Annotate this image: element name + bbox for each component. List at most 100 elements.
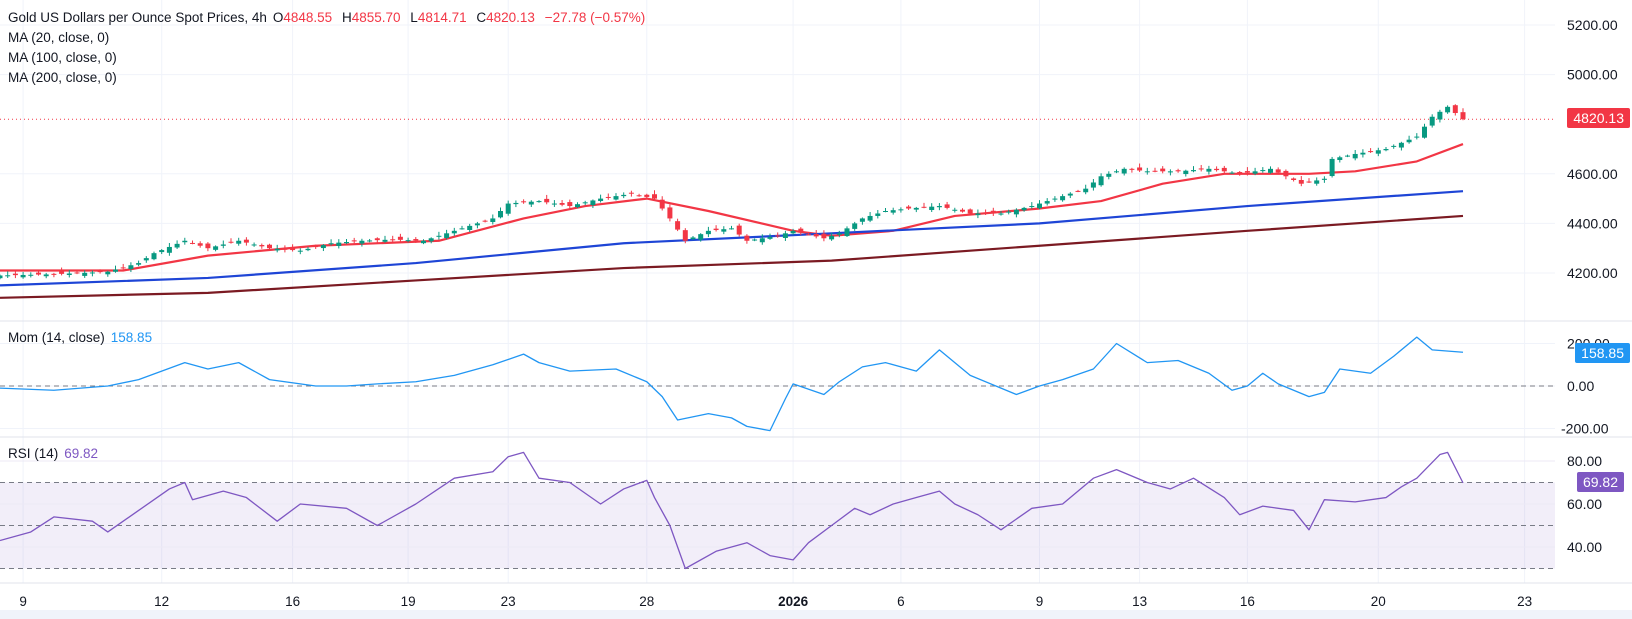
- indicator-ma100-label[interactable]: MA (100, close, 0): [8, 50, 117, 65]
- candle-body: [1445, 106, 1451, 113]
- candle-body: [806, 234, 811, 236]
- candle-body: [1037, 203, 1042, 209]
- candle-body: [1013, 209, 1019, 215]
- candle-body: [859, 218, 865, 222]
- candle-body: [582, 202, 588, 204]
- candle-body: [1167, 171, 1173, 173]
- candle-body: [1291, 178, 1297, 180]
- candle-body: [436, 235, 442, 237]
- candle-body: [744, 235, 750, 241]
- low-label: L: [410, 10, 418, 25]
- candle-body: [151, 253, 157, 260]
- candle-body: [621, 194, 627, 197]
- candle-body: [736, 225, 742, 235]
- candle-body: [1406, 139, 1412, 143]
- candle-body: [43, 274, 49, 277]
- candle-body: [1090, 182, 1096, 188]
- candle-body: [1152, 170, 1158, 172]
- open-label: O: [272, 10, 284, 25]
- candle-body: [428, 238, 434, 242]
- candle-body: [1075, 190, 1081, 192]
- candle-body: [128, 265, 134, 270]
- indicator-ma200-label[interactable]: MA (200, close, 0): [8, 70, 117, 85]
- candle-body: [305, 248, 311, 251]
- candle-body: [690, 237, 696, 240]
- candle-body: [836, 233, 842, 235]
- candle-body: [1398, 142, 1404, 148]
- candle-body: [182, 240, 188, 243]
- candle-body: [143, 258, 149, 261]
- momentum-axis-label: 0.00: [1567, 378, 1594, 394]
- last-price-badge: 4820.13: [1567, 108, 1630, 128]
- candle-body: [344, 242, 349, 244]
- candle-body: [929, 206, 935, 211]
- x-tick-label: 28: [639, 594, 654, 609]
- candle-body: [613, 196, 619, 200]
- candles: [0, 104, 1466, 280]
- candle-body: [1221, 167, 1227, 172]
- candle-body: [1098, 176, 1104, 186]
- candle-body: [1144, 171, 1150, 173]
- candle-body: [1021, 207, 1027, 211]
- candle-body: [467, 225, 473, 230]
- candle-body: [405, 240, 411, 242]
- x-tick-label: 9: [1036, 594, 1044, 609]
- rsi-axis-label: 60.00: [1567, 496, 1602, 512]
- candle-body: [120, 267, 126, 269]
- candle-body: [998, 213, 1004, 215]
- momentum-title[interactable]: Mom (14, close): [8, 330, 105, 345]
- candle-body: [36, 272, 41, 275]
- rsi-axis-label: 40.00: [1567, 539, 1602, 555]
- price-axis-label: 5200.00: [1567, 17, 1618, 33]
- rsi-line: [0, 451, 1464, 570]
- candle-body: [205, 243, 211, 249]
- candle-body: [1321, 178, 1327, 180]
- candle-body: [844, 228, 850, 237]
- candle-body: [759, 238, 765, 243]
- candle-body: [482, 220, 488, 222]
- candle-body: [605, 196, 611, 198]
- candle-body: [1229, 172, 1235, 174]
- candle-body: [1198, 168, 1204, 170]
- candle-body: [921, 206, 927, 208]
- candle-body: [821, 233, 827, 239]
- candle-body: [1137, 167, 1143, 171]
- x-tick-label: 12: [154, 594, 169, 609]
- indicator-ma20-label[interactable]: MA (20, close, 0): [8, 30, 110, 45]
- candle-body: [659, 199, 665, 209]
- candle-body: [1067, 193, 1073, 196]
- candle-body: [236, 240, 242, 244]
- candle-body: [575, 204, 580, 208]
- candle-body: [89, 272, 95, 274]
- candle-body: [675, 221, 681, 230]
- candle-body: [290, 247, 296, 251]
- candle-body: [1121, 168, 1127, 174]
- candle-body: [913, 207, 919, 210]
- main-legend: Gold US Dollars per Ounce Spot Prices, 4…: [8, 8, 651, 88]
- candle-body: [490, 218, 496, 223]
- candle-body: [1106, 173, 1112, 177]
- candle-body: [1360, 152, 1366, 155]
- high-value: 4855.70: [351, 10, 401, 25]
- candle-body: [259, 245, 265, 247]
- symbol-title: Gold US Dollars per Ounce Spot Prices, 4…: [8, 10, 267, 25]
- close-value: 4820.13: [486, 10, 535, 25]
- candle-body: [1275, 169, 1281, 173]
- rsi-title[interactable]: RSI (14): [8, 446, 59, 461]
- candle-body: [1314, 180, 1320, 184]
- candle-body: [51, 273, 57, 275]
- candle-body: [382, 239, 388, 242]
- candle-body: [136, 263, 142, 265]
- candle-body: [1437, 111, 1443, 120]
- candle-body: [906, 206, 912, 209]
- candle-body: [960, 209, 965, 212]
- candle-body: [729, 228, 734, 230]
- candle-body: [667, 207, 673, 219]
- candle-body: [1345, 155, 1350, 157]
- candle-body: [1029, 206, 1035, 208]
- candle-body: [174, 243, 180, 248]
- candle-body: [1252, 171, 1258, 174]
- candle-body: [967, 209, 973, 214]
- candle-body: [274, 248, 280, 251]
